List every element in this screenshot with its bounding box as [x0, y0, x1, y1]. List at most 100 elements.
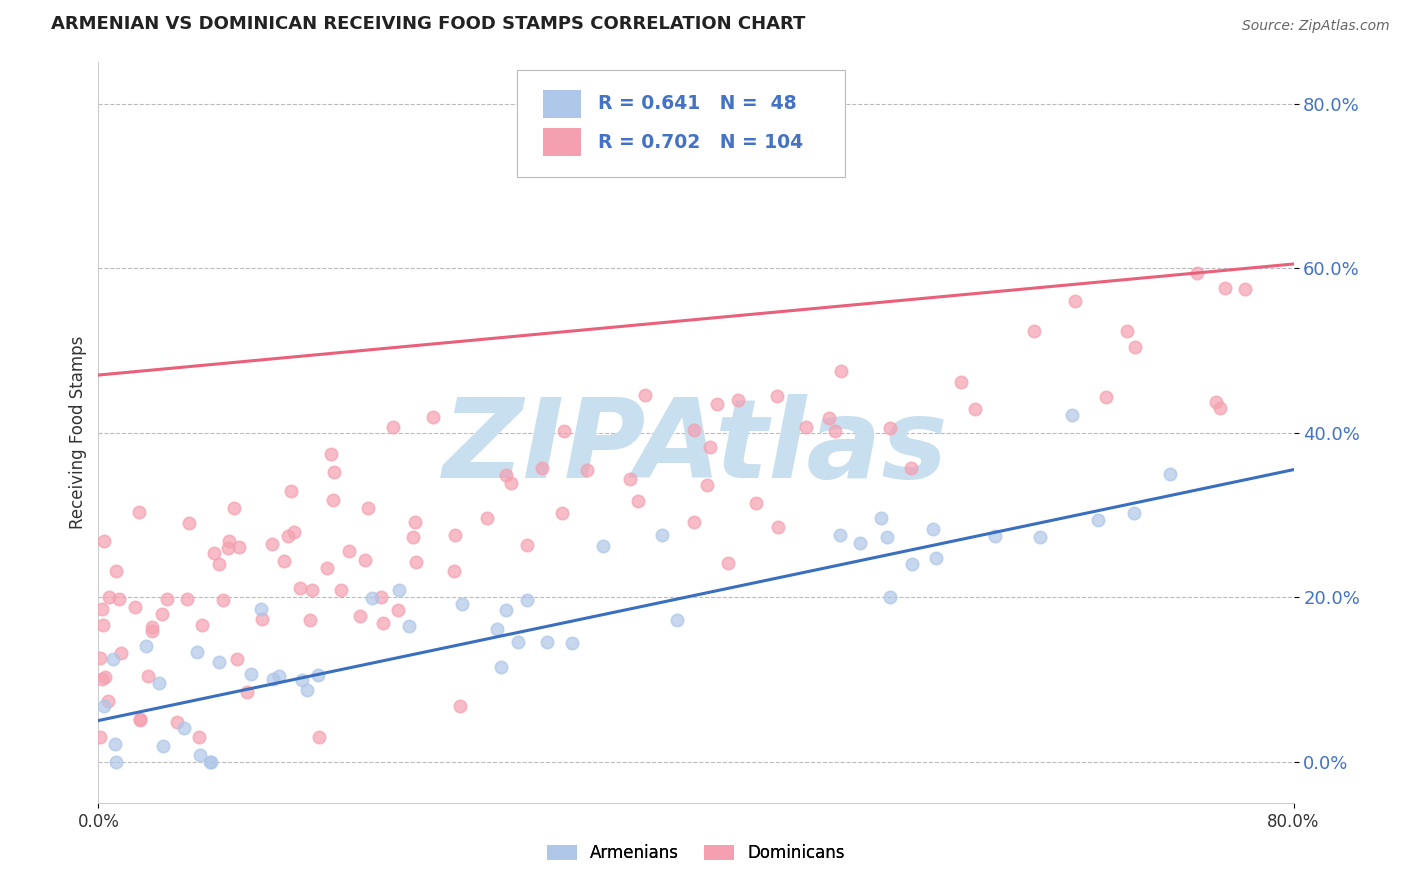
Point — [561, 636, 583, 650]
Point — [876, 530, 898, 544]
Point — [361, 591, 384, 606]
Point — [516, 593, 538, 607]
Legend: Armenians, Dominicans: Armenians, Dominicans — [540, 838, 852, 869]
Point — [103, 737, 125, 751]
Point — [186, 645, 208, 659]
Point — [308, 730, 330, 744]
Point — [217, 541, 239, 555]
Point — [176, 591, 198, 606]
Point — [450, 597, 472, 611]
Point — [766, 520, 789, 534]
Point — [370, 590, 392, 604]
Point — [489, 660, 512, 674]
Point — [696, 477, 718, 491]
Y-axis label: Receiving Food Stamps: Receiving Food Stamps — [69, 336, 87, 529]
Point — [91, 617, 114, 632]
Point — [103, 652, 125, 666]
Point — [93, 534, 115, 549]
Point — [90, 673, 112, 687]
Point — [1213, 281, 1236, 295]
Point — [179, 516, 201, 530]
Point — [208, 558, 231, 572]
Text: ARMENIAN VS DOMINICAN RECEIVING FOOD STAMPS CORRELATION CHART: ARMENIAN VS DOMINICAN RECEIVING FOOD STA… — [51, 15, 806, 33]
Point — [683, 516, 706, 530]
Point — [879, 590, 901, 604]
Point — [225, 652, 247, 666]
Point — [173, 722, 195, 736]
Point — [107, 592, 129, 607]
Point — [879, 421, 901, 435]
Point — [495, 468, 517, 483]
Point — [475, 511, 498, 525]
Point — [152, 739, 174, 753]
Point — [228, 541, 250, 555]
Point — [337, 544, 360, 558]
Point — [295, 682, 318, 697]
Point — [443, 565, 465, 579]
Point — [536, 635, 558, 649]
Point — [745, 495, 768, 509]
Point — [1060, 408, 1083, 422]
Point — [202, 546, 225, 560]
Point — [239, 666, 262, 681]
Point — [94, 670, 117, 684]
Point — [136, 668, 159, 682]
Point — [260, 536, 283, 550]
Point — [1028, 530, 1050, 544]
Point — [98, 591, 121, 605]
Point — [191, 618, 214, 632]
Point — [250, 612, 273, 626]
Point — [666, 613, 689, 627]
Point — [796, 420, 818, 434]
Point — [495, 603, 517, 617]
Point — [316, 561, 339, 575]
Point — [699, 440, 721, 454]
Point — [1064, 294, 1087, 309]
Point — [267, 669, 290, 683]
Point — [766, 389, 789, 403]
Point — [682, 423, 704, 437]
Point — [291, 673, 314, 688]
Point — [280, 483, 302, 498]
Point — [298, 613, 321, 627]
Text: ZIPAtlas: ZIPAtlas — [443, 394, 949, 501]
Point — [422, 409, 444, 424]
Point — [627, 494, 650, 508]
Point — [717, 556, 740, 570]
Point — [553, 425, 575, 439]
Point — [1159, 467, 1181, 482]
Point — [387, 603, 409, 617]
Text: R = 0.702   N = 104: R = 0.702 N = 104 — [598, 133, 803, 152]
Text: R = 0.641   N =  48: R = 0.641 N = 48 — [598, 95, 797, 113]
Point — [353, 553, 375, 567]
Text: Source: ZipAtlas.com: Source: ZipAtlas.com — [1241, 19, 1389, 33]
Point — [575, 463, 598, 477]
Point — [200, 755, 222, 769]
Point — [249, 602, 271, 616]
Point — [516, 538, 538, 552]
FancyBboxPatch shape — [543, 90, 581, 118]
Point — [273, 554, 295, 568]
Point — [551, 506, 574, 520]
Point — [405, 555, 427, 569]
Point — [224, 501, 246, 516]
Point — [91, 601, 114, 615]
Point — [211, 592, 233, 607]
Point — [129, 713, 152, 727]
Point — [830, 364, 852, 378]
Point — [128, 713, 150, 727]
Point — [921, 522, 943, 536]
Point — [727, 393, 749, 408]
Point — [104, 755, 127, 769]
Point — [330, 582, 353, 597]
Point — [150, 607, 173, 621]
Point — [288, 581, 311, 595]
Point — [382, 420, 405, 434]
Point — [97, 694, 120, 708]
Point — [307, 668, 329, 682]
Point — [105, 564, 128, 578]
Point — [830, 527, 852, 541]
Point — [817, 411, 839, 425]
Point — [633, 388, 655, 402]
Point — [357, 501, 380, 516]
